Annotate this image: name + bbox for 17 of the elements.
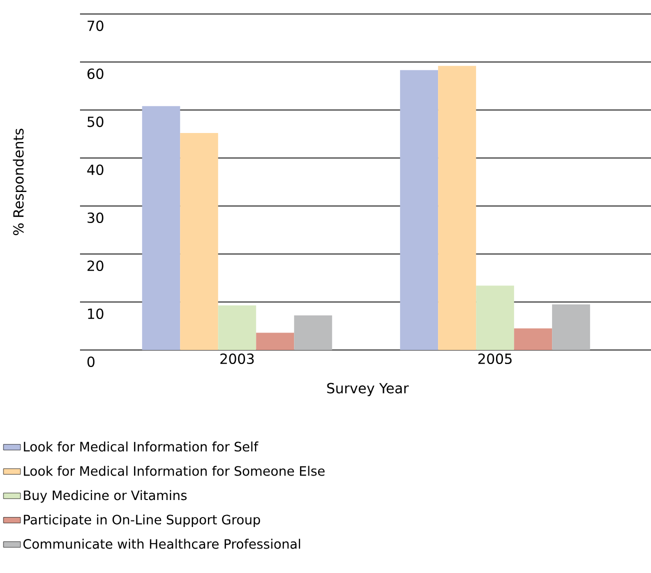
legend-label: Communicate with Healthcare Professional [23,538,300,549]
legend-label: Look for Medical Information for Self [24,442,258,452]
y-tick-label: 50 [88,116,104,128]
y-tick-label: 70 [88,20,104,32]
y-tick-label: 60 [87,68,104,80]
x-tick-label: 2003 [220,354,254,364]
legend-label: Buy Medicine or Vitamins [24,490,187,503]
y-axis-title: % Respondents [12,128,26,236]
y-tick-label: 10 [88,308,104,320]
y-tick-label: 0 [87,356,94,368]
y-tick-label: 40 [87,164,104,176]
x-axis-title: Survey Year [327,382,409,396]
legend-label: Look for Medical Information for Someone Else [24,466,325,476]
y-tick-label: 20 [88,260,104,272]
legend-label: Participate in On-Line Support Group [24,514,260,528]
y-tick-label: 30 [88,212,104,224]
x-tick-label: 2005 [478,354,512,364]
